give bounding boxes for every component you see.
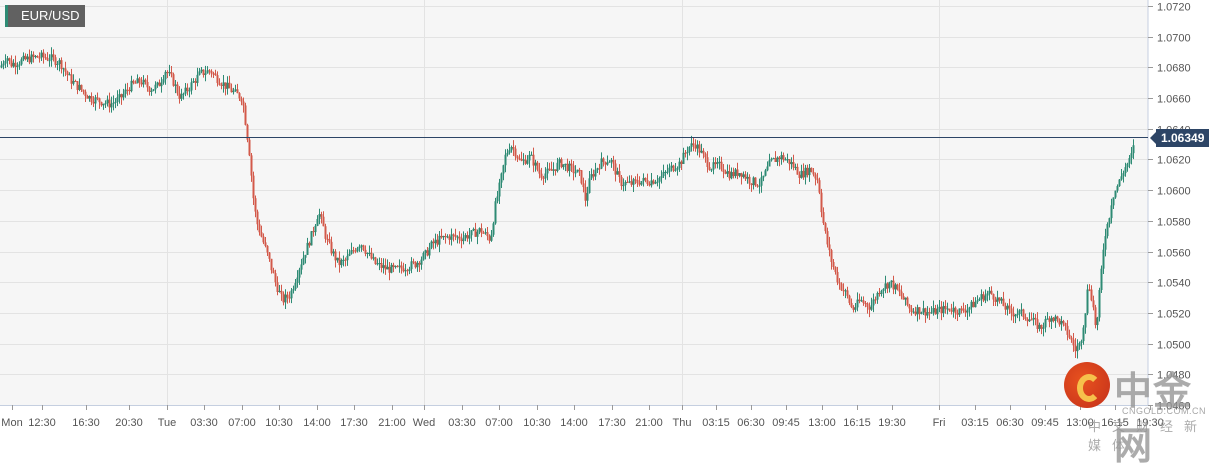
x-tick-label: 03:15	[702, 417, 730, 429]
x-tick-label: 06:30	[996, 417, 1024, 429]
candles	[0, 47, 1135, 359]
x-tick-label: 07:00	[485, 417, 513, 429]
y-tick-label: 1.0680	[1157, 63, 1191, 75]
x-tick-label: 14:00	[303, 417, 331, 429]
x-axis-ticks: Mon 12:30 16:30 20:30 Tue 03:30 07:00 10:30 14:0…	[1, 405, 1164, 429]
x-tick-label: 16:30	[72, 417, 100, 429]
y-tick-label: 1.0600	[1157, 186, 1191, 198]
y-tick-label: 1.0520	[1157, 309, 1191, 321]
symbol-label: EUR/USD	[5, 5, 85, 27]
y-tick-label: 1.0560	[1157, 248, 1191, 260]
y-tick-label: 1.0700	[1157, 33, 1191, 45]
x-tick-label: 06:30	[737, 417, 765, 429]
x-tick-label: 07:00	[228, 417, 256, 429]
x-tick-label: 16:15	[843, 417, 871, 429]
x-tick-label: Wed	[413, 417, 435, 429]
y-tick-label: 1.0500	[1157, 340, 1191, 352]
y-axis-ticks: 1.07201.07001.06801.06601.06401.06201.06…	[1148, 2, 1191, 413]
x-tick-label: 03:15	[961, 417, 989, 429]
x-tick-label: 21:00	[378, 417, 406, 429]
x-tick-label: 17:30	[598, 417, 626, 429]
x-tick-label: Tue	[158, 417, 177, 429]
candlestick-chart[interactable]: 1.07201.07001.06801.06601.06401.06201.06…	[0, 0, 1222, 435]
y-tick-label: 1.0720	[1157, 2, 1191, 14]
y-tick-label: 1.0660	[1157, 94, 1191, 106]
x-tick-label: 03:30	[190, 417, 218, 429]
x-tick-label: 19:30	[878, 417, 906, 429]
x-tick-label: 17:30	[340, 417, 368, 429]
x-tick-label: 14:00	[560, 417, 588, 429]
y-tick-label: 1.0580	[1157, 217, 1191, 229]
x-tick-label: 13:00	[1066, 417, 1094, 429]
x-tick-label: 13:00	[808, 417, 836, 429]
day-separator-lines	[167, 0, 940, 405]
x-tick-label: 10:30	[523, 417, 551, 429]
x-tick-label: 09:45	[772, 417, 800, 429]
x-tick-label: 03:30	[448, 417, 476, 429]
x-tick-label: 16:15	[1101, 417, 1129, 429]
current-price-tag: 1.06349	[1149, 128, 1210, 147]
y-tick-label: 1.0480	[1157, 370, 1191, 382]
x-tick-label: 10:30	[265, 417, 293, 429]
y-tick-label: 1.0540	[1157, 278, 1191, 290]
x-tick-label: 20:30	[115, 417, 143, 429]
x-tick-label: 09:45	[1031, 417, 1059, 429]
x-tick-label: 19:30	[1136, 417, 1164, 429]
x-tick-label: Mon	[1, 417, 22, 429]
x-tick-label: Fri	[933, 417, 946, 429]
y-tick-label: 1.0460	[1157, 401, 1191, 413]
y-tick-label: 1.0620	[1157, 155, 1191, 167]
x-tick-label: 12:30	[28, 417, 56, 429]
x-tick-label: Thu	[673, 417, 692, 429]
x-tick-label: 21:00	[635, 417, 663, 429]
